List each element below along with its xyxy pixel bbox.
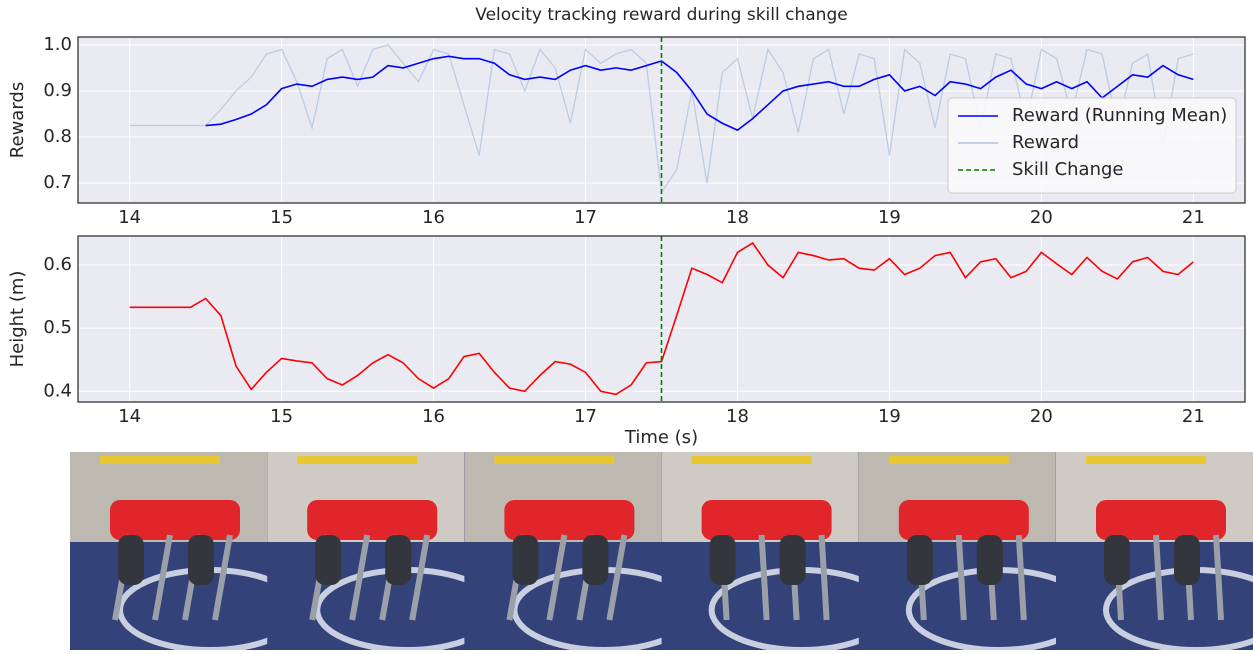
robot-leg xyxy=(212,534,233,621)
series-line xyxy=(129,241,1194,396)
plot-frame xyxy=(77,36,1246,204)
robot-knee xyxy=(315,535,342,585)
x-tick-label: 15 xyxy=(270,207,293,228)
legend: Reward (Running Mean) Reward Skill Change xyxy=(947,97,1237,194)
hoist-bar xyxy=(494,456,615,464)
hoist-bar xyxy=(100,456,220,464)
hoist-bar xyxy=(1086,456,1206,464)
robot-knee xyxy=(779,535,806,585)
robot-knee xyxy=(1174,535,1200,585)
robot-leg xyxy=(349,534,371,621)
x-tick-label: 17 xyxy=(574,406,597,427)
x-tick-label: 14 xyxy=(118,207,141,228)
series-line xyxy=(205,55,1194,132)
robot-leg xyxy=(409,534,431,621)
robot-leg xyxy=(1153,534,1164,621)
chart-title: Velocity tracking reward during skill ch… xyxy=(475,5,847,25)
robot-leg xyxy=(606,534,628,621)
photo-strip xyxy=(70,452,1253,653)
x-tick-label: 20 xyxy=(1030,207,1053,228)
photo-background xyxy=(70,452,1253,650)
x-tick-label: 20 xyxy=(1030,406,1053,427)
plot-frame xyxy=(77,235,1246,403)
legend-box xyxy=(947,97,1237,194)
x-tick-label: 18 xyxy=(726,207,749,228)
robot-body xyxy=(898,500,1029,540)
robot-knee xyxy=(188,535,214,585)
x-tick-label: 14 xyxy=(118,406,141,427)
photos xyxy=(70,452,1253,653)
robot-leg xyxy=(152,534,173,621)
x-tick-label: 16 xyxy=(422,406,445,427)
hoist-bar xyxy=(297,456,418,464)
y-tick-label: 0.8 xyxy=(43,126,72,147)
robot-knee xyxy=(118,535,144,585)
hoist-bar xyxy=(888,456,1009,464)
y-tick-label: 1.0 xyxy=(43,34,72,55)
x-tick-label: 19 xyxy=(878,406,901,427)
robot-knee xyxy=(385,535,412,585)
robot-leg xyxy=(955,534,967,621)
y-tick-label: 0.6 xyxy=(43,254,72,275)
x-tick-label: 19 xyxy=(878,207,901,228)
robot-body xyxy=(110,500,240,540)
subplot: 14 15 16 17 18 19 20 21 0.4 0.5 0.6 Height (m) Time … xyxy=(7,235,1246,448)
robot-body xyxy=(307,500,438,540)
x-axis-label: Time (s) xyxy=(624,427,698,448)
x-tick-label: 17 xyxy=(574,207,597,228)
robot-knee xyxy=(1104,535,1130,585)
robot-body xyxy=(504,500,635,540)
x-tick-label: 15 xyxy=(270,406,293,427)
legend-label: Reward (Running Mean) xyxy=(1012,105,1227,126)
robot-leg xyxy=(546,534,568,621)
robot-knee xyxy=(512,535,539,585)
y-tick-label: 0.5 xyxy=(43,317,72,338)
legend-label: Reward xyxy=(1012,132,1079,153)
robot-knee xyxy=(976,535,1003,585)
x-tick-label: 16 xyxy=(422,207,445,228)
y-tick-label: 0.9 xyxy=(43,80,72,101)
robot-knee xyxy=(582,535,609,585)
robot-body xyxy=(1096,500,1226,540)
x-tick-label: 21 xyxy=(1182,406,1205,427)
y-axis-label: Rewards xyxy=(7,82,28,158)
robot-body xyxy=(701,500,832,540)
hoist-bar xyxy=(691,456,812,464)
y-tick-label: 0.7 xyxy=(43,172,72,193)
y-tick-label: 0.4 xyxy=(43,380,72,401)
robot-leg xyxy=(1213,534,1224,621)
robot-leg xyxy=(758,534,770,621)
legend-label: Skill Change xyxy=(1012,159,1124,180)
robot-leg xyxy=(1015,534,1027,621)
robot-knee xyxy=(906,535,933,585)
y-axis-label: Height (m) xyxy=(7,271,28,368)
robot-knee xyxy=(709,535,736,585)
subplot: Velocity tracking reward during skill ch… xyxy=(7,5,1246,228)
robot-leg xyxy=(818,534,830,621)
x-tick-label: 18 xyxy=(726,406,749,427)
x-tick-label: 21 xyxy=(1182,207,1205,228)
